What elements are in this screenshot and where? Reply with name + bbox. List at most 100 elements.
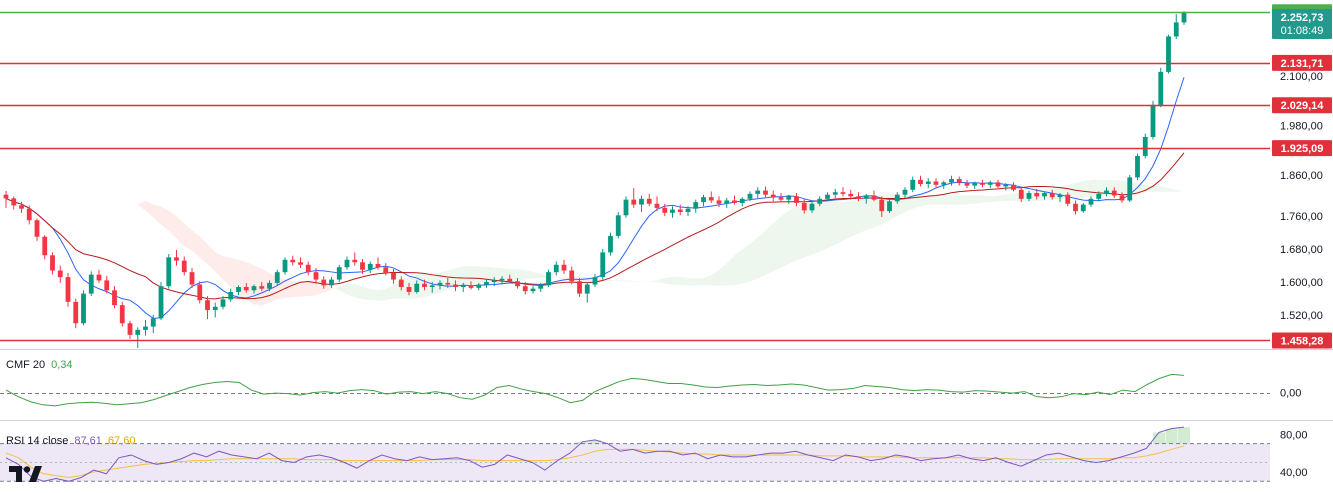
candle-body xyxy=(182,261,187,273)
cloud-segment xyxy=(936,195,944,205)
candle-body xyxy=(35,220,40,236)
candle-body xyxy=(1096,194,1101,199)
rsi-ma-value: 67,60 xyxy=(108,435,136,447)
candle xyxy=(1174,14,1179,39)
candle xyxy=(213,303,218,318)
rsi-overbought-fill xyxy=(1178,427,1190,444)
candle xyxy=(585,282,590,303)
price-tick-label: 1.980,00 xyxy=(1280,120,1323,132)
candle xyxy=(1151,101,1156,140)
candle-body xyxy=(817,199,822,204)
candle-body xyxy=(531,289,536,291)
candle-body xyxy=(655,204,660,208)
tradingview-logo-icon[interactable] xyxy=(8,465,42,483)
candle xyxy=(709,191,714,203)
candle-body xyxy=(407,287,412,292)
candle xyxy=(639,196,644,212)
candle-body xyxy=(988,182,993,184)
cmf-title: CMF 20 xyxy=(6,359,45,371)
price-tick-label: 1.860,00 xyxy=(1280,170,1323,182)
cloud-segment xyxy=(704,275,712,285)
candle-body xyxy=(1174,22,1179,36)
cloud-segment xyxy=(828,202,836,249)
level-label: 1.925,09 xyxy=(1281,143,1324,155)
cloud-segment xyxy=(944,195,952,205)
cloud-segment xyxy=(618,280,626,281)
candle-body xyxy=(918,180,923,184)
candle xyxy=(562,260,567,274)
candle-body xyxy=(267,283,272,289)
candle-body xyxy=(972,183,977,185)
candle xyxy=(35,219,40,241)
candle-body xyxy=(422,284,427,287)
cloud-segment xyxy=(339,284,347,295)
candle-body xyxy=(1089,199,1094,205)
candle xyxy=(112,286,117,308)
candle xyxy=(1127,175,1132,202)
candle xyxy=(337,265,342,282)
candle-body xyxy=(11,198,16,205)
candle-body xyxy=(732,200,737,202)
candle xyxy=(996,180,1001,188)
candle xyxy=(1143,134,1148,159)
candle xyxy=(693,200,698,213)
candle-body xyxy=(360,262,365,269)
candle-body xyxy=(383,267,388,273)
cloud-segment xyxy=(789,207,797,264)
cloud-segment xyxy=(239,260,247,300)
candle-body xyxy=(252,286,257,290)
candle-body xyxy=(438,283,443,285)
candle-body xyxy=(1112,191,1117,196)
candle-body xyxy=(329,280,334,286)
candle-body xyxy=(1135,156,1140,177)
cloud-segment xyxy=(1176,189,1184,192)
candle xyxy=(647,194,652,206)
candle-body xyxy=(709,197,714,200)
candle-body xyxy=(647,199,652,204)
candle-body xyxy=(755,191,760,194)
cloud-segment xyxy=(386,285,394,300)
candle xyxy=(957,177,962,186)
candle-body xyxy=(283,260,288,272)
candle-body xyxy=(593,277,598,284)
candle xyxy=(1135,153,1140,179)
cloud-segment xyxy=(688,278,696,286)
candle xyxy=(197,281,202,303)
candle-body xyxy=(833,192,838,194)
candle xyxy=(910,177,915,193)
cloud-segment xyxy=(851,199,859,236)
candle xyxy=(1073,200,1078,214)
candle-body xyxy=(996,182,1001,186)
cloud-segment xyxy=(843,201,851,241)
candle-body xyxy=(786,196,791,199)
candle-body xyxy=(1143,137,1148,156)
candle-body xyxy=(244,287,249,290)
cloud-segment xyxy=(781,211,789,268)
candle-body xyxy=(569,271,574,282)
candle-body xyxy=(825,195,830,199)
cloud-segment xyxy=(370,289,378,300)
cloud-segment xyxy=(820,202,828,252)
cloud-segment xyxy=(525,270,533,280)
cloud-segment xyxy=(657,278,665,283)
candle-body xyxy=(662,208,667,213)
candle xyxy=(11,196,16,209)
candle-body xyxy=(345,260,350,267)
candle-body xyxy=(949,179,954,182)
candle xyxy=(50,252,55,274)
candle xyxy=(763,186,768,197)
candle-body xyxy=(1042,193,1047,196)
candle xyxy=(166,254,171,289)
cloud-segment xyxy=(440,271,448,293)
cloud-segment xyxy=(719,263,727,285)
candle xyxy=(1081,203,1086,213)
candle-body xyxy=(50,255,55,270)
cloud-segment xyxy=(301,281,309,297)
candle xyxy=(554,261,559,275)
price-tick-label: 1.600,00 xyxy=(1280,277,1323,289)
cloud-segment xyxy=(138,201,146,211)
cloud-segment xyxy=(649,280,657,282)
candle-body xyxy=(926,182,931,184)
candle-body xyxy=(1019,190,1024,199)
